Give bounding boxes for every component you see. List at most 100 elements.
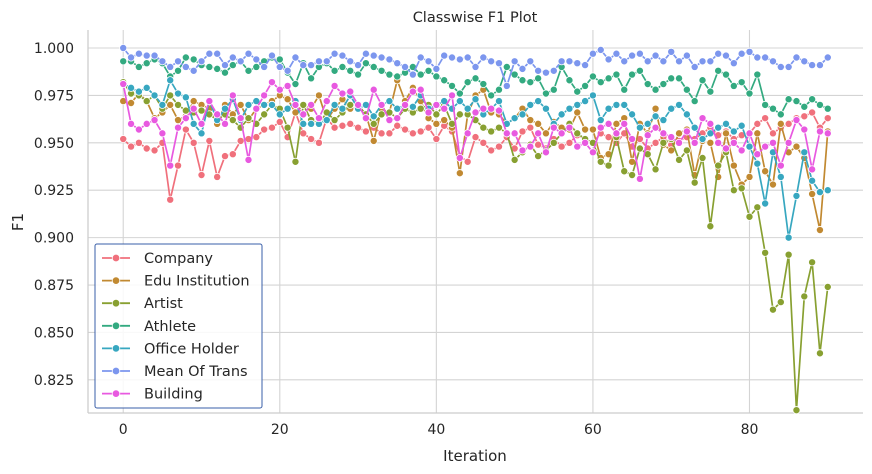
- data-point: [729, 138, 738, 147]
- data-point: [698, 114, 707, 123]
- data-point: [487, 127, 496, 136]
- legend-label: Artist: [144, 296, 183, 312]
- data-point: [753, 159, 762, 168]
- data-point: [776, 172, 785, 181]
- data-point: [220, 68, 229, 77]
- data-point: [737, 121, 746, 130]
- data-point: [675, 138, 684, 147]
- data-point: [635, 66, 644, 75]
- data-point: [291, 53, 300, 62]
- data-point: [307, 135, 316, 144]
- data-point: [714, 138, 723, 147]
- data-point: [244, 155, 253, 164]
- data-point: [369, 119, 378, 128]
- data-point: [729, 186, 738, 195]
- data-point: [573, 108, 582, 117]
- data-point: [815, 61, 824, 70]
- data-point: [565, 57, 574, 66]
- data-point: [299, 119, 308, 128]
- data-point: [729, 59, 738, 68]
- data-point: [722, 51, 731, 60]
- data-point: [745, 212, 754, 221]
- data-point: [510, 114, 519, 123]
- data-point: [502, 81, 511, 90]
- data-point: [753, 203, 762, 212]
- data-point: [220, 119, 229, 128]
- data-point: [487, 146, 496, 155]
- data-point: [534, 74, 543, 83]
- legend-label: Edu Institution: [144, 274, 250, 290]
- data-point: [361, 114, 370, 123]
- data-point: [150, 146, 159, 155]
- data-point: [330, 81, 339, 90]
- data-point: [737, 49, 746, 58]
- data-point: [784, 138, 793, 147]
- data-point: [675, 155, 684, 164]
- data-point: [291, 157, 300, 166]
- data-point: [628, 70, 637, 79]
- data-point: [291, 80, 300, 89]
- data-point: [150, 51, 159, 60]
- data-point: [267, 78, 276, 87]
- data-point: [307, 119, 316, 128]
- data-point: [541, 89, 550, 98]
- data-point: [127, 53, 136, 62]
- data-point: [729, 161, 738, 170]
- data-point: [432, 119, 441, 128]
- data-point: [181, 62, 190, 71]
- data-point: [471, 74, 480, 83]
- data-point: [573, 100, 582, 109]
- data-point: [275, 110, 284, 119]
- data-point: [541, 148, 550, 157]
- data-point: [463, 104, 472, 113]
- data-point: [275, 62, 284, 71]
- data-point: [510, 155, 519, 164]
- data-point: [181, 93, 190, 102]
- x-tick-label: 0: [119, 422, 128, 438]
- data-point: [565, 138, 574, 147]
- data-point: [487, 91, 496, 100]
- data-point: [354, 123, 363, 132]
- data-point: [197, 106, 206, 115]
- data-point: [573, 59, 582, 68]
- data-point: [667, 104, 676, 113]
- data-point: [267, 100, 276, 109]
- data-point: [158, 100, 167, 109]
- data-point: [166, 100, 175, 109]
- data-point: [142, 144, 151, 153]
- data-point: [299, 110, 308, 119]
- data-point: [197, 119, 206, 128]
- data-point: [729, 127, 738, 136]
- data-point: [534, 140, 543, 149]
- data-point: [455, 110, 464, 119]
- data-point: [189, 97, 198, 106]
- data-point: [534, 152, 543, 161]
- data-point: [792, 116, 801, 125]
- legend: Company Edu Institution Artist Athlete Offic…: [94, 243, 263, 409]
- legend-label: Office Holder: [144, 341, 239, 357]
- data-point: [361, 49, 370, 58]
- data-point: [706, 138, 715, 147]
- data-point: [518, 76, 527, 85]
- data-point: [440, 116, 449, 125]
- data-point: [424, 66, 433, 75]
- data-point: [628, 135, 637, 144]
- data-point: [549, 138, 558, 147]
- data-point: [815, 188, 824, 197]
- data-point: [565, 123, 574, 132]
- data-point: [150, 116, 159, 125]
- data-point: [424, 57, 433, 66]
- data-point: [620, 167, 629, 176]
- data-point: [753, 150, 762, 159]
- data-point: [784, 62, 793, 71]
- data-point: [823, 53, 832, 62]
- legend-swatch-marker: [111, 389, 121, 398]
- data-point: [526, 123, 535, 132]
- data-point: [768, 129, 777, 138]
- data-point: [706, 87, 715, 96]
- data-point: [800, 125, 809, 134]
- data-point: [698, 153, 707, 162]
- data-point: [745, 142, 754, 151]
- data-point: [205, 62, 214, 71]
- data-point: [690, 62, 699, 71]
